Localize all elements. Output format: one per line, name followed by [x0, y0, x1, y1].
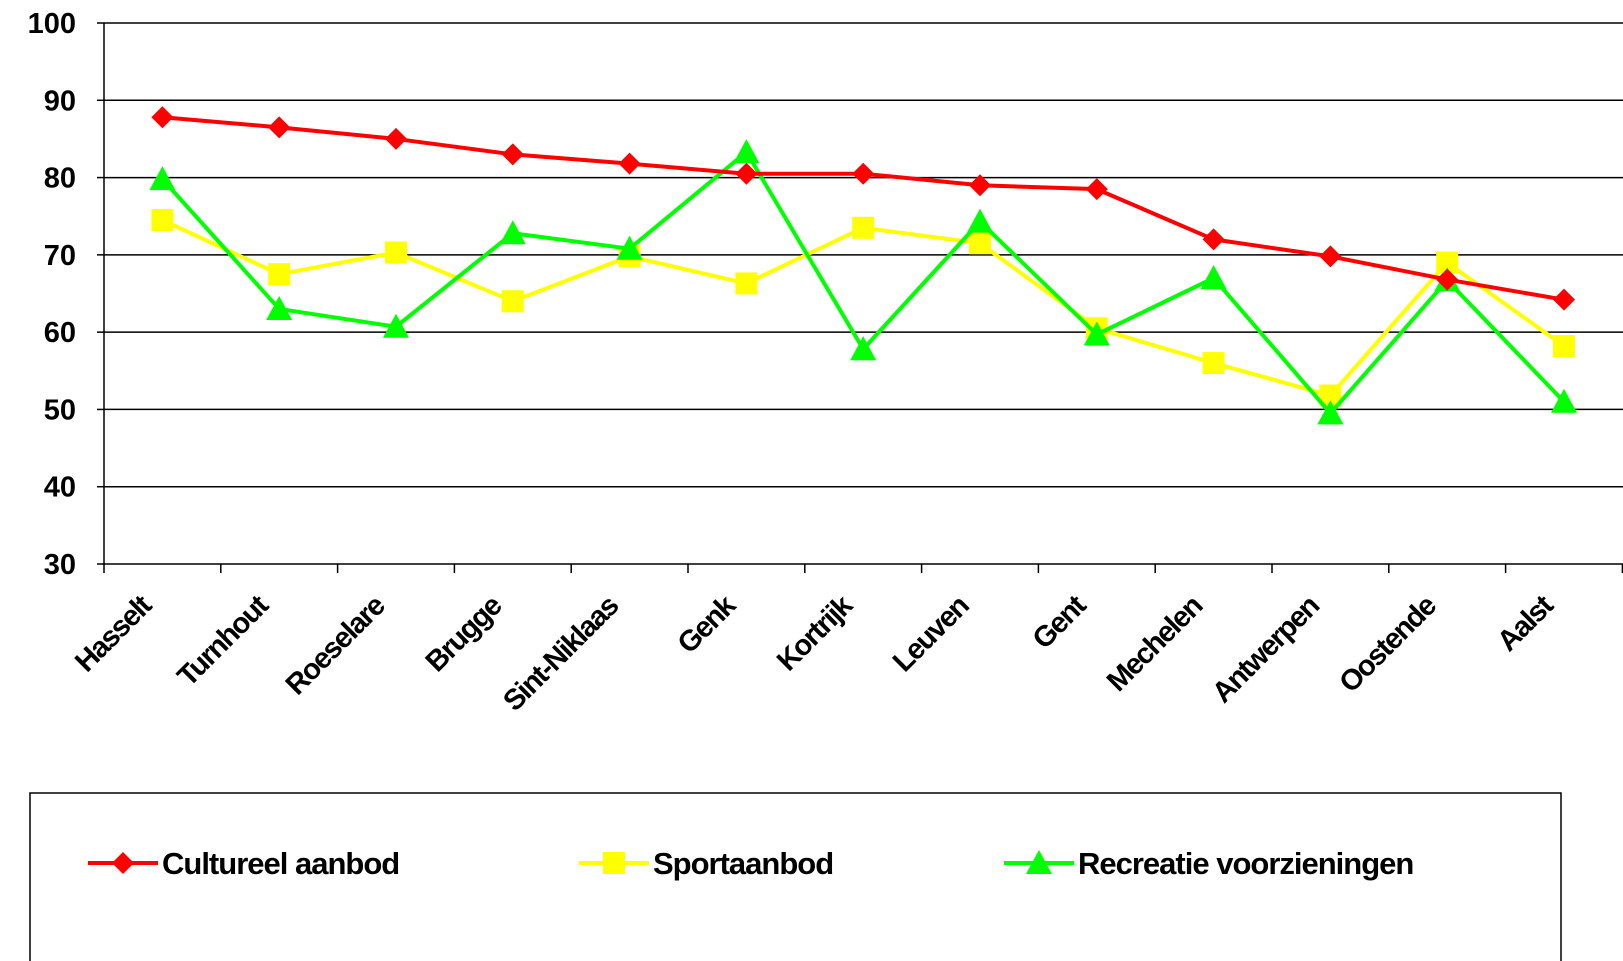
- point-recreatie-voorzieningen-roeselare: [383, 313, 409, 338]
- x-tick-label-aalst: Aalst: [1491, 589, 1560, 658]
- x-tick-label-oostende: Oostende: [1333, 589, 1443, 699]
- y-tick-label-80: 80: [44, 163, 76, 195]
- point-cultureel-aanbod-genk: [735, 162, 758, 185]
- x-tick-label-kortrijk: Kortrijk: [771, 589, 860, 678]
- series-cultureel-aanbod: [151, 106, 1575, 311]
- legend-marker-sportaanbod: [603, 852, 625, 874]
- line-recreatie-voorzieningen: [160, 150, 1566, 416]
- point-recreatie-voorzieningen-mechelen: [1200, 265, 1227, 290]
- point-sportaanbod-turnhout: [268, 263, 291, 286]
- point-sportaanbod-aalst: [1553, 335, 1575, 358]
- x-tick-label-gent: Gent: [1027, 589, 1093, 655]
- point-cultureel-aanbod-brugge: [501, 143, 524, 166]
- legend-label-sportaanbod: Sportaanbod: [653, 846, 833, 881]
- x-axis-ticks: Hasselt Turnhout Roeselare BruggeSint-Nikla…: [69, 564, 1623, 718]
- point-sportaanbod-mechelen: [1202, 352, 1225, 375]
- series-recreatie-voorzieningen: [149, 139, 1577, 425]
- legend: Cultureel aanbod Sportaanbod Recreatie voo…: [29, 792, 1562, 961]
- gridlines: [104, 22, 1623, 488]
- point-sportaanbod-leuven: [969, 232, 991, 255]
- x-tick-label-leuven: Leuven: [887, 590, 975, 678]
- point-sportaanbod-antwerpen: [1319, 384, 1342, 407]
- axes: [103, 23, 1623, 565]
- legend-label-recreatie-voorzieningen: Recreatie voorzieningen: [1078, 846, 1413, 881]
- y-axis-ticks: 30 40 50 60 70 80 90 100: [28, 8, 104, 581]
- point-sportaanbod-hasselt: [151, 209, 174, 232]
- point-cultureel-aanbod-gent: [1085, 178, 1108, 201]
- point-cultureel-aanbod-turnhout: [268, 116, 291, 139]
- point-sportaanbod-kortrijk: [852, 216, 875, 239]
- point-recreatie-voorzieningen-brugge: [499, 220, 526, 245]
- y-tick-label-90: 90: [44, 85, 76, 117]
- legend-marker-cultureel-aanbod: [112, 852, 134, 874]
- legend-marker-recreatie-voorzieningen: [1026, 850, 1052, 875]
- point-cultureel-aanbod-antwerpen: [1319, 245, 1342, 268]
- point-sportaanbod-oostende: [1436, 251, 1459, 274]
- point-recreatie-voorzieningen-turnhout: [266, 295, 293, 321]
- x-tick-label-sint-niklaas: Sint-Niklaas: [497, 590, 625, 718]
- point-recreatie-voorzieningen-sint-niklaas: [616, 235, 643, 260]
- point-recreatie-voorzieningen-genk: [733, 139, 760, 164]
- point-sportaanbod-brugge: [501, 290, 524, 313]
- point-cultureel-aanbod-roeselare: [385, 127, 407, 150]
- x-tick-label-turnhout: Turnhout: [172, 589, 276, 693]
- legend-label-cultureel-aanbod: Cultureel aanbod: [162, 846, 399, 881]
- y-tick-label-50: 50: [44, 394, 76, 426]
- point-recreatie-voorzieningen-gent: [1083, 321, 1110, 346]
- legend-box: [29, 792, 1562, 961]
- y-tick-label-60: 60: [44, 317, 76, 349]
- x-tick-label-antwerpen: Antwerpen: [1206, 590, 1325, 709]
- y-tick-label-30: 30: [44, 549, 76, 581]
- point-cultureel-aanbod-leuven: [969, 174, 991, 197]
- x-tick-label-hasselt: Hasselt: [69, 589, 158, 678]
- x-tick-label-genk: Genk: [672, 589, 743, 660]
- point-recreatie-voorzieningen-aalst: [1551, 388, 1577, 413]
- x-tick-label-brugge: Brugge: [420, 589, 509, 678]
- series-layer: [149, 106, 1577, 425]
- point-cultureel-aanbod-sint-niklaas: [618, 152, 641, 175]
- point-recreatie-voorzieningen-antwerpen: [1317, 400, 1344, 425]
- x-tick-label-mechelen: Mechelen: [1101, 590, 1209, 698]
- point-cultureel-aanbod-oostende: [1436, 268, 1459, 291]
- x-tick-label-roeselare: Roeselare: [280, 589, 392, 701]
- point-sportaanbod-genk: [735, 272, 758, 295]
- point-recreatie-voorzieningen-hasselt: [149, 166, 176, 191]
- point-cultureel-aanbod-hasselt: [151, 106, 174, 129]
- point-recreatie-voorzieningen-leuven: [967, 208, 993, 233]
- point-cultureel-aanbod-aalst: [1553, 288, 1575, 311]
- point-recreatie-voorzieningen-kortrijk: [850, 336, 877, 361]
- point-cultureel-aanbod-mechelen: [1202, 228, 1225, 251]
- y-tick-label-100: 100: [28, 8, 76, 40]
- line-sportaanbod: [161, 218, 1566, 398]
- y-tick-label-40: 40: [44, 472, 76, 504]
- point-sportaanbod-roeselare: [385, 241, 407, 264]
- point-cultureel-aanbod-kortrijk: [852, 162, 875, 185]
- line-cultureel-aanbod: [162, 115, 1565, 302]
- y-tick-label-70: 70: [44, 240, 76, 272]
